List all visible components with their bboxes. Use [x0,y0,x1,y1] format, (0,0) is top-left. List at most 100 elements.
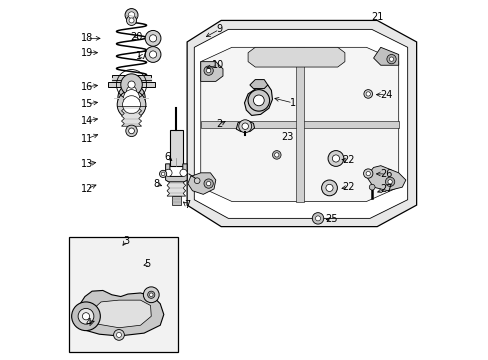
Circle shape [128,81,135,88]
Circle shape [332,155,339,162]
Circle shape [312,213,323,224]
Polygon shape [167,180,185,196]
Circle shape [315,216,320,221]
Circle shape [238,120,251,133]
Circle shape [253,95,264,106]
Circle shape [121,74,142,95]
Circle shape [203,66,213,75]
Text: 21: 21 [370,12,383,22]
Polygon shape [112,75,151,78]
Polygon shape [373,47,398,65]
Circle shape [242,123,248,130]
Text: 2: 2 [216,120,222,129]
Circle shape [117,90,145,119]
Circle shape [122,96,140,114]
Circle shape [145,31,161,46]
Circle shape [272,150,281,159]
Text: 22: 22 [342,155,354,165]
Polygon shape [201,47,398,202]
Circle shape [366,92,369,96]
Polygon shape [187,173,215,194]
Circle shape [121,81,142,101]
Text: 15: 15 [81,99,93,109]
Text: 8: 8 [153,179,160,189]
Text: 11: 11 [81,134,93,144]
Polygon shape [169,130,183,166]
Text: 24: 24 [379,90,391,100]
Text: 7: 7 [183,200,190,210]
Circle shape [388,57,393,61]
Circle shape [126,15,136,26]
Polygon shape [187,21,416,226]
Circle shape [387,180,391,184]
Circle shape [147,291,155,298]
Polygon shape [247,47,344,67]
Text: 23: 23 [281,132,293,142]
Text: 22: 22 [342,182,354,192]
Text: 18: 18 [81,33,93,43]
Text: 4: 4 [85,319,91,328]
Circle shape [78,309,94,324]
Circle shape [274,153,278,157]
Circle shape [385,177,394,186]
Polygon shape [194,30,407,219]
Circle shape [247,90,269,111]
Circle shape [149,293,153,297]
Text: 9: 9 [216,24,222,35]
Text: 5: 5 [144,259,150,269]
Circle shape [386,54,395,64]
Polygon shape [121,108,142,126]
Circle shape [180,169,187,176]
Polygon shape [108,82,155,87]
Text: 20: 20 [130,32,143,41]
FancyBboxPatch shape [69,237,178,352]
Text: 1: 1 [289,98,295,108]
Circle shape [125,9,138,22]
Circle shape [82,313,89,320]
Circle shape [164,169,172,176]
Circle shape [366,171,369,176]
Circle shape [206,181,210,186]
Circle shape [194,178,200,184]
Polygon shape [171,196,181,205]
Circle shape [321,180,337,196]
Text: 16: 16 [81,82,93,92]
Circle shape [123,90,139,105]
Polygon shape [79,291,163,336]
Circle shape [125,125,137,136]
Circle shape [363,169,372,178]
Circle shape [149,51,156,58]
Circle shape [128,128,134,134]
Text: 19: 19 [81,48,93,58]
Polygon shape [244,85,272,116]
Circle shape [129,18,134,23]
Circle shape [159,170,166,177]
Text: 12: 12 [81,184,93,194]
Circle shape [145,46,161,62]
Circle shape [161,172,164,176]
Circle shape [72,302,100,330]
Polygon shape [201,121,398,128]
Circle shape [113,329,124,340]
Circle shape [325,184,332,192]
Text: 6: 6 [164,152,170,162]
Text: 13: 13 [81,159,93,169]
Circle shape [327,150,343,166]
Circle shape [203,179,213,188]
Text: 10: 10 [211,60,224,70]
Polygon shape [91,300,151,328]
Circle shape [149,35,156,42]
Polygon shape [236,121,254,132]
Circle shape [128,12,135,18]
Polygon shape [165,164,187,182]
Circle shape [206,68,210,73]
Text: 27: 27 [379,184,391,194]
Circle shape [126,86,136,96]
Circle shape [368,184,374,190]
Circle shape [116,332,121,337]
Circle shape [118,84,145,111]
Text: 3: 3 [123,236,129,246]
Circle shape [363,90,372,98]
Polygon shape [201,62,223,81]
Text: 25: 25 [325,215,337,224]
